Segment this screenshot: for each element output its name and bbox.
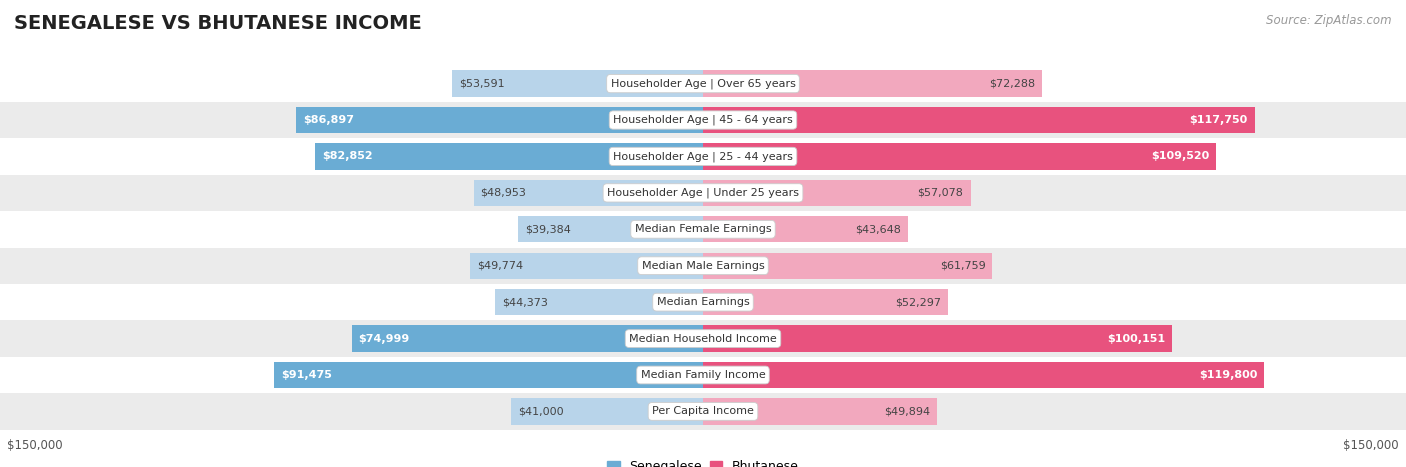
Bar [0, 138, 1406, 175]
Bar [0, 65, 1406, 102]
Bar [703, 398, 936, 425]
Text: $82,852: $82,852 [322, 151, 373, 162]
Bar [703, 107, 1256, 133]
Bar [0, 393, 1406, 430]
Text: $100,151: $100,151 [1107, 333, 1166, 344]
Bar [0, 357, 1406, 393]
Bar [703, 253, 993, 279]
Bar [315, 143, 703, 170]
Bar [0, 284, 1406, 320]
Text: $74,999: $74,999 [359, 333, 409, 344]
Text: $72,288: $72,288 [988, 78, 1035, 89]
Text: $57,078: $57,078 [918, 188, 963, 198]
Text: Median Earnings: Median Earnings [657, 297, 749, 307]
Bar [352, 325, 703, 352]
Text: Median Male Earnings: Median Male Earnings [641, 261, 765, 271]
Text: $49,774: $49,774 [477, 261, 523, 271]
Text: SENEGALESE VS BHUTANESE INCOME: SENEGALESE VS BHUTANESE INCOME [14, 14, 422, 33]
Text: $53,591: $53,591 [458, 78, 505, 89]
Bar [0, 320, 1406, 357]
Text: Householder Age | 45 - 64 years: Householder Age | 45 - 64 years [613, 115, 793, 125]
Text: Median Family Income: Median Family Income [641, 370, 765, 380]
Bar [474, 180, 703, 206]
Bar [510, 398, 703, 425]
Text: $48,953: $48,953 [481, 188, 526, 198]
Text: Median Household Income: Median Household Income [628, 333, 778, 344]
Bar [703, 180, 970, 206]
Bar [703, 289, 948, 315]
Text: $150,000: $150,000 [1343, 439, 1399, 452]
Bar [274, 362, 703, 388]
Legend: Senegalese, Bhutanese: Senegalese, Bhutanese [602, 455, 804, 467]
Text: Householder Age | Under 25 years: Householder Age | Under 25 years [607, 188, 799, 198]
Text: $109,520: $109,520 [1152, 151, 1209, 162]
Bar [703, 362, 1264, 388]
Bar [0, 175, 1406, 211]
Text: $91,475: $91,475 [281, 370, 332, 380]
Bar [703, 143, 1216, 170]
Bar [451, 71, 703, 97]
Text: Median Female Earnings: Median Female Earnings [634, 224, 772, 234]
Text: $44,373: $44,373 [502, 297, 548, 307]
Bar [470, 253, 703, 279]
Bar [0, 211, 1406, 248]
Text: Source: ZipAtlas.com: Source: ZipAtlas.com [1267, 14, 1392, 27]
Bar [0, 248, 1406, 284]
Bar [0, 102, 1406, 138]
Text: $39,384: $39,384 [526, 224, 571, 234]
Bar [703, 71, 1042, 97]
Text: $150,000: $150,000 [7, 439, 63, 452]
Text: Householder Age | Over 65 years: Householder Age | Over 65 years [610, 78, 796, 89]
Text: $119,800: $119,800 [1199, 370, 1257, 380]
Bar [495, 289, 703, 315]
Bar [295, 107, 703, 133]
Bar [703, 216, 907, 242]
Text: $49,894: $49,894 [884, 406, 929, 417]
Text: Per Capita Income: Per Capita Income [652, 406, 754, 417]
Text: $41,000: $41,000 [517, 406, 564, 417]
Bar [703, 325, 1173, 352]
Bar [519, 216, 703, 242]
Text: $86,897: $86,897 [302, 115, 354, 125]
Text: $43,648: $43,648 [855, 224, 900, 234]
Text: $117,750: $117,750 [1189, 115, 1249, 125]
Text: $61,759: $61,759 [939, 261, 986, 271]
Text: $52,297: $52,297 [896, 297, 941, 307]
Text: Householder Age | 25 - 44 years: Householder Age | 25 - 44 years [613, 151, 793, 162]
